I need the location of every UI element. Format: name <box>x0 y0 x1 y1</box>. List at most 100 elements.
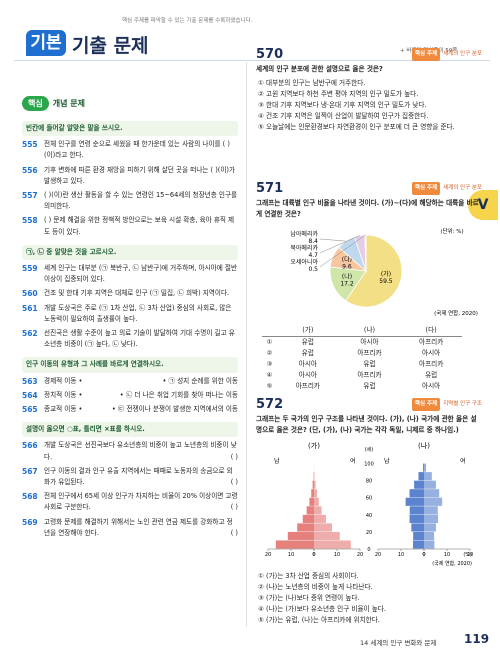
y-tick-label: 60 <box>366 496 372 502</box>
table-header: (가) (나) (다) <box>262 325 462 337</box>
sex-label: 남 <box>384 457 390 465</box>
question-number: 561 <box>22 303 38 313</box>
question-text: ( )(이)란 생산 활동을 할 수 있는 연령인 15~64세의 청장년층 인… <box>44 191 238 211</box>
slice-label: 남아메리카 <box>290 230 318 238</box>
table-cell: 아시아 <box>422 382 441 390</box>
match-left: 경제적 이동 • <box>44 376 83 385</box>
answer-blank: ( ) <box>230 503 238 512</box>
answer-blank: ( ) <box>230 452 238 461</box>
question-number: 558 <box>22 216 38 226</box>
y-tick-label: 0 <box>367 547 370 553</box>
match-right: • ㉡ 더 나은 취업 기회를 찾아 떠나는 이동 <box>119 390 238 399</box>
topic-tag: 핵심 주제 지역별 인구 구조 <box>411 398 482 411</box>
option: ① (가)는 3차 산업 중심의 사회이다. <box>258 572 359 580</box>
tag-topic: 지역별 인구 구조 <box>443 401 482 407</box>
y-tick-label: 40 <box>366 513 372 519</box>
table-cell: 아프리카 <box>295 382 320 390</box>
pyramid-title: (가) <box>308 441 320 450</box>
pyramid-title: (나) <box>418 441 430 450</box>
column-divider <box>246 62 247 627</box>
x-tick-label: 0 <box>422 552 425 558</box>
tag-topic: 세계의 인구 분포 <box>443 51 482 57</box>
instruction: ㉠, ㉡ 중 알맞은 것을 고르시오. <box>22 244 238 261</box>
x-tick-label: 10 <box>444 552 450 558</box>
question-number: 567 <box>22 466 38 476</box>
table-header-cell: (다) <box>400 325 462 337</box>
option: ⑤ 오늘날에는 인문환경보다 자연환경이 인구 분포에 더 큰 영향을 준다. <box>258 123 455 131</box>
table-cell: ③ <box>266 360 273 368</box>
female-bar <box>424 463 427 472</box>
divider <box>14 60 490 61</box>
section-tab: 핵심 개념 문제 <box>22 96 85 111</box>
table-cell: 유럽 <box>363 382 376 390</box>
subtitle: 핵심 주제를 파악할 수 있는 기출 문제를 수록하였습니다. <box>122 18 253 24</box>
female-bar <box>314 480 316 489</box>
question-number: 564 <box>22 390 38 400</box>
female-bar <box>424 472 432 481</box>
side-tab: V <box>468 190 498 220</box>
tab-badge: 핵심 <box>22 96 49 111</box>
leader-line <box>319 234 366 268</box>
slice-value: 8.4 <box>308 238 318 245</box>
answer-blank: ( ) <box>230 478 238 487</box>
table-cell: 아시아 <box>298 371 317 379</box>
sex-label: 여 <box>460 457 466 465</box>
question-number: 557 <box>22 191 38 201</box>
table-cell: 아시아 <box>298 360 317 368</box>
question-item: 556 기후 변화에 따른 환경 재앙을 피하기 위해 살던 곳을 떠나는 ( )… <box>22 165 238 187</box>
x-tick-label: 20 <box>357 552 363 558</box>
option: ⑤ (가)는 유럽, (나)는 아프리카에 위치한다. <box>258 616 380 624</box>
table-header-cell: (나) <box>338 325 401 337</box>
female-bar <box>424 514 439 523</box>
question-text: 전체 인구에서 65세 이상 인구가 차지하는 비율이 20% 이상이면 고령 … <box>44 491 238 513</box>
male-bar <box>414 480 424 489</box>
slice-value: 9.6 <box>342 264 352 271</box>
table-cell: 유럽 <box>301 338 314 346</box>
pie-chart: (가)59.5 (나)17.2 (다)9.6 남아메리카8.4북아메리카4.7오세아니… <box>290 227 478 317</box>
female-bar <box>424 506 438 515</box>
source-label: (국제 연합, 2020) <box>434 309 478 317</box>
slice-label: 오세아니아 <box>290 258 318 266</box>
female-bar <box>314 540 351 549</box>
question-number: 572 <box>256 397 284 412</box>
answer-table: (가) (나) (다) ① 유럽 아시아 아프리카 ② 유럽 아프리카 아시아 ③ 아시아 유럽 아프리카 ④… <box>262 325 462 392</box>
table-cell: 아시아 <box>360 338 379 346</box>
question-text: 인구 이동의 결과 인구 유출 지역에서는 때때로 노동자의 송금으로 외화가 … <box>44 466 238 488</box>
x-tick-label: 0 <box>312 552 315 558</box>
table-cell: 아프리카 <box>357 371 382 379</box>
question-item: 559 세계 인구는 대부분 (㉠ 북반구, ㉡ 남반구)에 거주하며, 아시아에… <box>22 263 238 285</box>
page-title: 기출 문제 <box>72 35 149 57</box>
option: ① 대부분의 인구는 남반구에 거주한다. <box>258 79 366 87</box>
badge: 기본 <box>26 30 66 56</box>
tag-label: 핵심 주제 <box>411 48 441 61</box>
question-item: 558 ( ) 문제 해결을 위한 정책적 방안으로는 보육 시설 확충, 육아 … <box>22 215 238 237</box>
slice-label: (나) <box>342 273 352 281</box>
male-bar <box>287 531 314 541</box>
question-item: 557 ( )(이)란 생산 활동을 할 수 있는 연령인 15~64세의 청장년… <box>22 190 238 212</box>
question: 571 핵심 주제 세계의 인구 분포 그래프는 대륙별 인구 비율을 나타낸 것이다… <box>256 182 482 392</box>
question-item: 569 고령화 문제를 해결하기 위해서는 노인 관련 연금 제도를 강화하고 정… <box>22 517 238 539</box>
question-stem: 그래프는 두 국가의 인구 구조를 나타낸 것이다. (가), (나) 국가에 … <box>256 415 477 434</box>
question-text: 고령화 문제를 해결하기 위해서는 노인 관련 연금 제도를 강화하고 정년을 … <box>44 517 238 539</box>
question-number: 556 <box>22 165 38 175</box>
table-cell: ⑤ <box>266 382 273 390</box>
question-header: 572 핵심 주제 지역별 인구 구조 <box>256 398 482 411</box>
female-bar <box>424 540 435 549</box>
table-row: ⑤ 아프리카 유럽 아시아 <box>262 381 462 392</box>
x-tick-label: 0 <box>312 552 315 558</box>
male-bar <box>409 514 424 523</box>
question-item: 567 인구 이동의 결과 인구 유출 지역에서는 때때로 노동자의 송금으로 외… <box>22 466 238 488</box>
female-bar <box>424 531 435 541</box>
match-right: • ㉠ 성지 순례를 위한 이동 <box>162 376 238 385</box>
question-text: 전체 인구를 연령 순으로 세웠을 때 한가운데 있는 사람의 나이를 ( )(… <box>44 140 230 160</box>
unit-label: (단위: %) <box>440 227 463 235</box>
question-item: 565 종교적 이동 • • ㉢ 전쟁이나 분쟁이 발생한 지역에서의 이동 <box>22 404 238 415</box>
female-bar <box>314 497 319 506</box>
question-number: 560 <box>22 289 38 299</box>
question-text: 세계 인구는 대부분 (㉠ 북반구, ㉡ 남반구)에 거주하며, 아시아에 절반… <box>44 264 238 284</box>
slice-value: 17.2 <box>340 281 354 288</box>
male-bar <box>411 523 424 532</box>
table-cell: 유럽 <box>425 371 438 379</box>
